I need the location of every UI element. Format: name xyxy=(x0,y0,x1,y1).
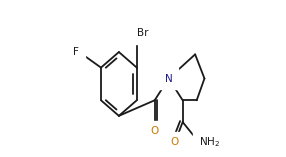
Text: NH$_2$: NH$_2$ xyxy=(199,135,220,149)
Text: O: O xyxy=(150,126,159,136)
Text: F: F xyxy=(73,47,79,57)
Text: N: N xyxy=(165,73,172,84)
Text: O: O xyxy=(171,137,179,147)
Text: Br: Br xyxy=(137,28,148,38)
